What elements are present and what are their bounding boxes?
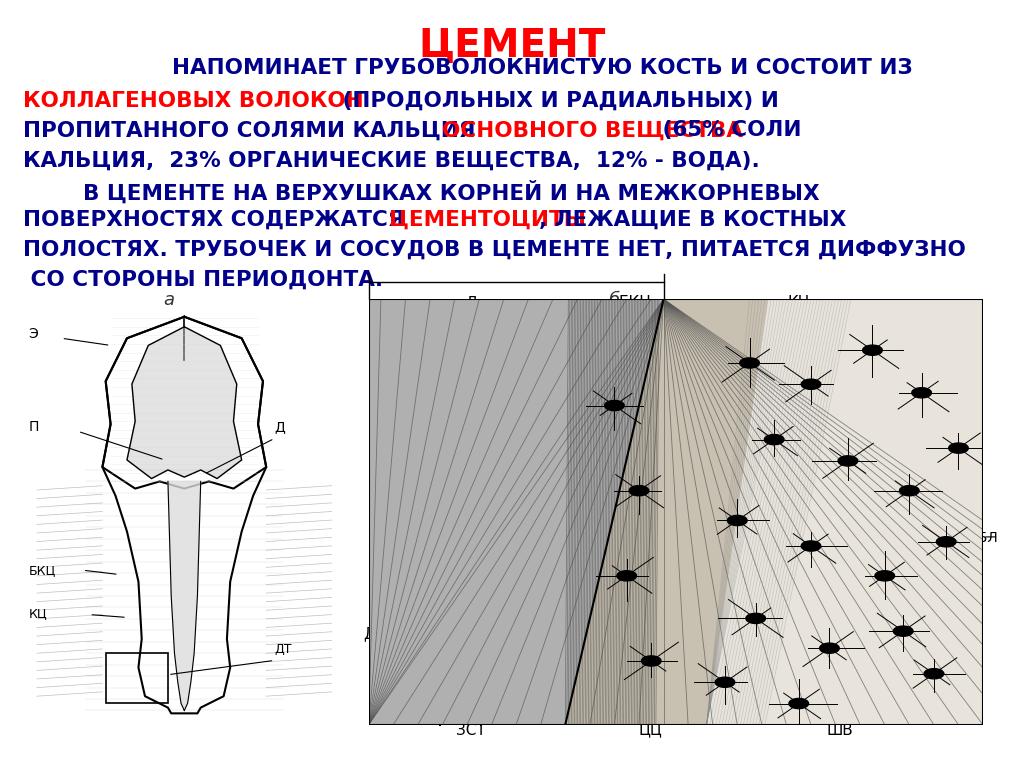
- Bar: [105, 653, 168, 703]
- Polygon shape: [788, 699, 809, 709]
- Text: КЦ: КЦ: [29, 607, 47, 621]
- Text: ШВ: ШВ: [826, 723, 853, 738]
- Polygon shape: [565, 299, 768, 725]
- Polygon shape: [707, 299, 983, 725]
- Polygon shape: [764, 434, 784, 445]
- Polygon shape: [727, 515, 748, 525]
- Polygon shape: [924, 669, 944, 679]
- Text: ПРОПИТАННОГО СОЛЯМИ КАЛЬЦИЯ: ПРОПИТАННОГО СОЛЯМИ КАЛЬЦИЯ: [23, 120, 482, 140]
- Text: ЦЕМЕНТОЦИТЫ: ЦЕМЕНТОЦИТЫ: [389, 209, 586, 229]
- Text: Д: Д: [465, 295, 477, 310]
- Text: П: П: [29, 420, 39, 434]
- Text: ДТ: ДТ: [364, 626, 385, 641]
- Polygon shape: [819, 643, 840, 653]
- Polygon shape: [168, 482, 201, 710]
- Polygon shape: [616, 571, 637, 581]
- Polygon shape: [838, 456, 858, 466]
- Polygon shape: [369, 299, 664, 725]
- Text: ПОЛОСТЯХ. ТРУБОЧЕК И СОСУДОВ В ЦЕМЕНТЕ НЕТ, ПИТАЕТСЯ ДИФФУЗНО: ПОЛОСТЯХ. ТРУБОЧЕК И СОСУДОВ В ЦЕМЕНТЕ Н…: [23, 239, 966, 259]
- Polygon shape: [604, 400, 625, 410]
- Polygon shape: [102, 317, 266, 713]
- Text: КАЛЬЦИЯ,  23% ОРГАНИЧЕСКИЕ ВЕЩЕСТВА,  12% - ВОДА).: КАЛЬЦИЯ, 23% ОРГАНИЧЕСКИЕ ВЕЩЕСТВА, 12% …: [23, 150, 759, 170]
- Text: (ПРОДОЛЬНЫХ И РАДИАЛЬНЫХ) И: (ПРОДОЛЬНЫХ И РАДИАЛЬНЫХ) И: [335, 91, 778, 110]
- Text: СО СТОРОНЫ ПЕРИОДОНТА.: СО СТОРОНЫ ПЕРИОДОНТА.: [23, 269, 383, 289]
- Text: ОСНОВНОГО ВЕЩЕСТВА: ОСНОВНОГО ВЕЩЕСТВА: [442, 120, 743, 140]
- Text: КЦ: КЦ: [787, 295, 810, 310]
- Text: ПОВЕРХНОСТЯХ СОДЕРЖАТСЯ: ПОВЕРХНОСТЯХ СОДЕРЖАТСЯ: [23, 209, 419, 229]
- Text: Д: Д: [274, 420, 285, 434]
- Text: (65% СОЛИ: (65% СОЛИ: [655, 120, 802, 140]
- Text: а: а: [164, 291, 174, 309]
- Text: Э: Э: [29, 328, 39, 341]
- Text: ЦБЛ: ЦБЛ: [968, 530, 998, 544]
- Polygon shape: [745, 614, 766, 624]
- Text: ЗСТ: ЗСТ: [456, 723, 486, 738]
- Polygon shape: [801, 379, 821, 390]
- Polygon shape: [629, 486, 649, 495]
- Text: БКЦ: БКЦ: [29, 565, 56, 578]
- Text: , ЛЕЖАЩИЕ В КОСТНЫХ: , ЛЕЖАЩИЕ В КОСТНЫХ: [539, 209, 846, 229]
- Text: В ЦЕМЕНТЕ НА ВЕРХУШКАХ КОРНЕЙ И НА МЕЖКОРНЕВЫХ: В ЦЕМЕНТЕ НА ВЕРХУШКАХ КОРНЕЙ И НА МЕЖКО…: [23, 180, 819, 203]
- Polygon shape: [948, 443, 969, 453]
- Polygon shape: [936, 537, 956, 547]
- Polygon shape: [862, 345, 883, 355]
- Polygon shape: [127, 327, 242, 479]
- Polygon shape: [715, 677, 735, 687]
- Text: ДТ: ДТ: [274, 644, 292, 657]
- Polygon shape: [102, 317, 266, 489]
- Text: ЦЦ: ЦЦ: [638, 723, 663, 738]
- Polygon shape: [899, 486, 920, 495]
- Text: БКЦ: БКЦ: [618, 295, 651, 310]
- Polygon shape: [641, 656, 662, 666]
- Text: ЦЕМЕНТ: ЦЕМЕНТ: [419, 27, 605, 65]
- Text: б: б: [609, 291, 620, 309]
- Polygon shape: [874, 571, 895, 581]
- Text: НАПОМИНАЕТ ГРУБОВОЛОКНИСТУЮ КОСТЬ И СОСТОИТ ИЗ: НАПОМИНАЕТ ГРУБОВОЛОКНИСТУЮ КОСТЬ И СОСТ…: [112, 58, 912, 77]
- Polygon shape: [893, 626, 913, 637]
- Polygon shape: [801, 541, 821, 551]
- Text: КОЛЛАГЕНОВЫХ ВОЛОКОН: КОЛЛАГЕНОВЫХ ВОЛОКОН: [23, 91, 364, 110]
- Polygon shape: [739, 358, 760, 368]
- Polygon shape: [911, 387, 932, 398]
